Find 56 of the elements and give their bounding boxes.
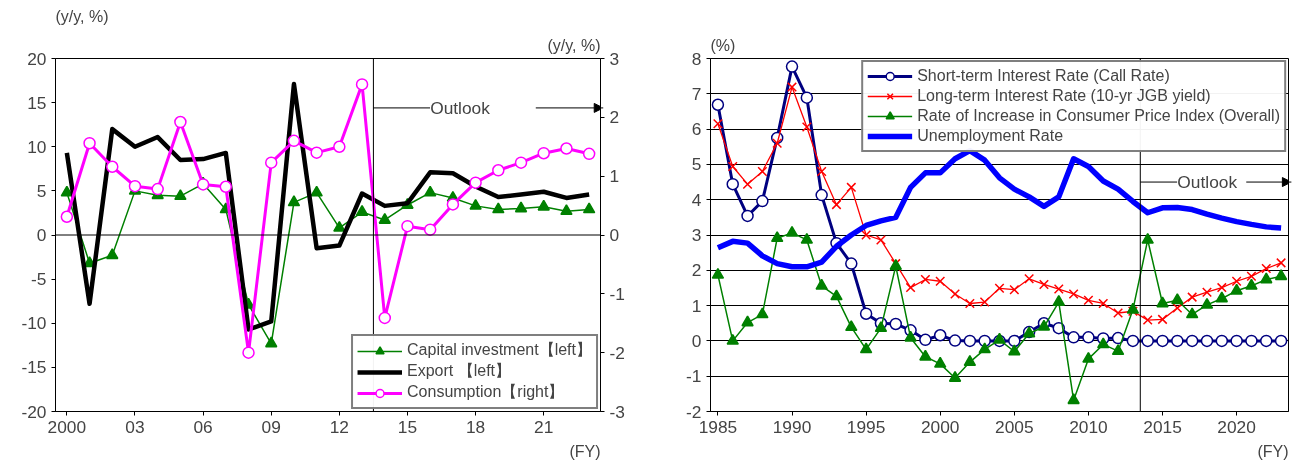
y-tick-label: 7 [691, 83, 702, 104]
y-tick-label: 0 [691, 330, 702, 351]
y2-tick-label: 1 [609, 166, 620, 187]
legend-label: Capital investment【left】 [407, 340, 592, 360]
y-tick-label: 20 [27, 48, 47, 69]
y-tick-label: 6 [691, 119, 702, 140]
y-tick-label: -15 [21, 357, 47, 378]
x-tick-label: 2015 [1143, 416, 1182, 437]
x-tick-label: 2000 [47, 416, 87, 437]
y-tick-label: 1 [691, 295, 702, 316]
y-axis-title: (y/y, %) [55, 7, 109, 25]
y-tick-label: 3 [691, 225, 702, 245]
legend-label: Unemployment Rate [917, 127, 1064, 145]
x-tick-label: 1990 [772, 416, 812, 437]
y-tick-label: 5 [36, 180, 47, 201]
legend-label: Consumption【right】 [407, 382, 565, 402]
y2-tick-label: -2 [609, 342, 625, 363]
legend-label: Export 【left】 [407, 361, 512, 381]
y-tick-label: 5 [691, 154, 702, 175]
y-tick-label: 8 [691, 48, 702, 69]
y-tick-label: -5 [31, 269, 47, 290]
y2-tick-label: -3 [609, 401, 625, 422]
y-tick-label: 0 [36, 225, 47, 245]
legend-label: Rate of Increase in Consumer Price Index (Overall) [917, 107, 1280, 125]
x-tick-label: 18 [465, 416, 486, 437]
y-axis-title: (%) [710, 36, 736, 54]
x-tick-label: 21 [534, 416, 554, 437]
y-tick-label: -1 [686, 366, 702, 387]
legend-label: Long-term Interest Rate (10-yr JGB yield) [917, 87, 1211, 105]
y2-tick-label: 3 [609, 48, 620, 69]
ref-line-label: Outlook [1177, 172, 1238, 193]
x-tick-label: 2010 [1069, 416, 1108, 437]
x-tick-label: 2000 [920, 416, 960, 437]
y-tick-label: -20 [21, 401, 47, 422]
y2-tick-label: -1 [609, 283, 625, 304]
y-tick-label: 4 [691, 189, 702, 210]
y-tick-label: -10 [21, 313, 47, 334]
y-tick-label: 10 [27, 136, 47, 157]
legend-label: Short-term Interest Rate (Call Rate) [917, 67, 1170, 85]
y2-tick-label: 0 [609, 225, 620, 245]
x-tick-label: 1995 [846, 416, 886, 437]
x-axis-title: (FY) [569, 442, 601, 460]
x-tick-label: 15 [397, 416, 418, 437]
x-tick-label: 2020 [1217, 416, 1256, 437]
y2-axis-title: (y/y, %) [547, 36, 601, 54]
y2-tick-label: 2 [609, 107, 620, 128]
y-tick-label: 15 [27, 92, 47, 113]
ref-line-label: Outlook [430, 97, 491, 118]
x-tick-label: 03 [125, 416, 145, 437]
y-tick-label: -2 [686, 401, 702, 422]
y-tick-label: 2 [691, 260, 702, 281]
x-tick-label: 06 [193, 416, 213, 437]
x-tick-label: 09 [261, 416, 281, 437]
x-tick-label: 12 [329, 416, 349, 437]
x-tick-label: 2005 [995, 416, 1034, 437]
x-axis-title: (FY) [1257, 442, 1289, 460]
